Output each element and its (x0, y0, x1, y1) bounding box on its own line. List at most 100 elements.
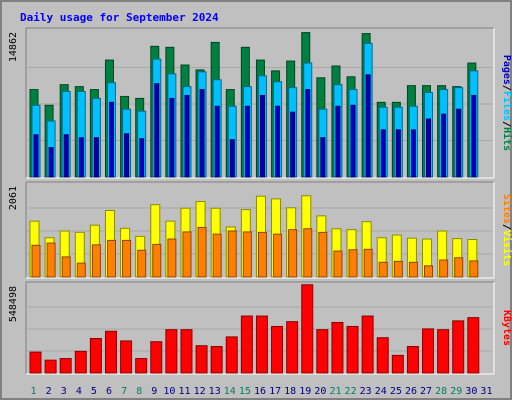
bar-pages-day-15 (244, 105, 250, 178)
bar-pages-day-28 (441, 113, 447, 178)
x-tick-label-day-9: 9 (151, 386, 157, 397)
y-max-label: 548498 (8, 286, 19, 322)
bar-pages-day-24 (380, 129, 386, 178)
bar-pages-day-19 (305, 89, 311, 178)
bar-kbytes-day-5 (89, 338, 102, 374)
bar-pages-day-12 (199, 89, 205, 178)
bar-sites-day-20 (318, 231, 328, 278)
y-max-label: 14862 (8, 32, 19, 62)
x-tick-label-day-19: 19 (299, 386, 311, 397)
chart-title: Daily usage for September 2024 (20, 11, 219, 24)
bar-sites-day-23 (363, 248, 373, 278)
bar-sites-day-26 (408, 261, 418, 278)
bar-pages-day-22 (350, 104, 356, 178)
bar-kbytes-day-17 (271, 325, 284, 374)
bar-kbytes-day-20 (316, 329, 329, 374)
bar-kbytes-day-6 (104, 330, 117, 374)
bar-kbytes-day-19 (301, 284, 314, 374)
x-tick-label-day-8: 8 (136, 386, 142, 397)
bar-sites-day-15 (242, 231, 252, 278)
bar-pages-day-6 (108, 101, 114, 178)
x-tick-label-day-26: 26 (405, 386, 417, 397)
x-tick-label-day-28: 28 (435, 386, 447, 397)
bar-kbytes-day-24 (376, 337, 389, 374)
bar-pages-day-9 (154, 83, 160, 178)
x-tick-label-day-7: 7 (121, 386, 127, 397)
bar-sites-day-7 (122, 239, 132, 278)
bar-kbytes-day-2 (44, 359, 57, 374)
legend-separator: / (501, 85, 512, 91)
bar-sites-day-5 (91, 244, 101, 278)
bar-pages-day-23 (365, 74, 371, 178)
x-tick-label-day-22: 22 (345, 386, 357, 397)
x-tick-label-day-25: 25 (390, 386, 402, 397)
bar-pages-day-29 (456, 108, 462, 178)
bar-sites-day-2 (46, 242, 56, 278)
x-tick-label-day-14: 14 (224, 386, 236, 397)
bar-sites-day-9 (152, 243, 162, 278)
bar-pages-day-11 (184, 94, 190, 178)
bar-kbytes-day-14 (225, 336, 238, 374)
x-tick-label-day-27: 27 (420, 386, 432, 397)
x-tick-label-day-13: 13 (209, 386, 221, 397)
bar-sites-day-17 (273, 233, 283, 278)
bar-pages-day-2 (48, 147, 54, 178)
x-tick-label-day-2: 2 (46, 386, 52, 397)
bar-sites-day-22 (348, 249, 358, 278)
x-tick-label-day-5: 5 (91, 386, 97, 397)
bar-pages-day-3 (63, 134, 69, 178)
bar-sites-day-25 (393, 260, 403, 278)
bar-sites-day-11 (182, 231, 192, 278)
x-tick-label-day-4: 4 (76, 386, 82, 397)
y-max-label: 2061 (8, 186, 19, 210)
bar-sites-day-10 (167, 238, 177, 278)
bar-pages-day-10 (169, 97, 175, 178)
bar-kbytes-day-29 (452, 320, 465, 374)
legend-files: Files (501, 91, 512, 121)
bar-sites-day-14 (227, 230, 237, 278)
bar-sites-day-4 (76, 262, 86, 278)
bar-pages-day-27 (426, 118, 432, 178)
x-tick-label-day-15: 15 (239, 386, 251, 397)
x-tick-label-day-31: 31 (480, 386, 492, 397)
x-tick-label-day-3: 3 (61, 386, 67, 397)
bar-sites-day-8 (137, 249, 147, 278)
bar-kbytes-day-4 (74, 350, 87, 374)
x-tick-label-day-6: 6 (106, 386, 112, 397)
bar-kbytes-day-10 (165, 329, 178, 374)
bar-kbytes-day-28 (437, 329, 450, 374)
bar-kbytes-day-1 (29, 351, 42, 374)
x-tick-label-day-17: 17 (269, 386, 281, 397)
bar-kbytes-day-30 (467, 317, 480, 374)
bar-pages-day-21 (335, 105, 341, 178)
bar-sites-day-18 (288, 229, 298, 278)
bar-pages-day-18 (290, 111, 296, 178)
bar-pages-day-16 (259, 94, 265, 178)
bar-pages-day-5 (93, 137, 99, 178)
x-tick-label-day-16: 16 (254, 386, 266, 397)
bar-pages-day-7 (124, 133, 130, 178)
bar-sites-day-19 (303, 228, 313, 278)
bar-sites-day-6 (106, 239, 116, 278)
legend-kbytes: KBytes (501, 310, 512, 346)
bar-pages-day-26 (410, 129, 416, 178)
bar-kbytes-day-25 (391, 354, 404, 374)
bar-kbytes-day-26 (406, 346, 419, 374)
bar-sites-day-27 (424, 265, 434, 278)
legend-separator: / (501, 121, 512, 127)
bar-kbytes-day-23 (361, 315, 374, 374)
bar-pages-day-14 (229, 139, 235, 178)
x-tick-label-day-11: 11 (178, 386, 190, 397)
bar-kbytes-day-27 (422, 328, 435, 374)
bar-pages-day-17 (275, 105, 281, 178)
x-tick-label-day-20: 20 (314, 386, 326, 397)
bar-pages-day-4 (78, 137, 84, 178)
bar-sites-day-16 (257, 231, 267, 278)
bar-pages-day-13 (214, 105, 220, 178)
bar-kbytes-day-16 (255, 315, 268, 374)
legend-sites: Sites (501, 194, 512, 224)
chart-panel-2: 2061 Sites/Visits (8, 181, 512, 279)
legend-hits: Hits (501, 127, 512, 151)
